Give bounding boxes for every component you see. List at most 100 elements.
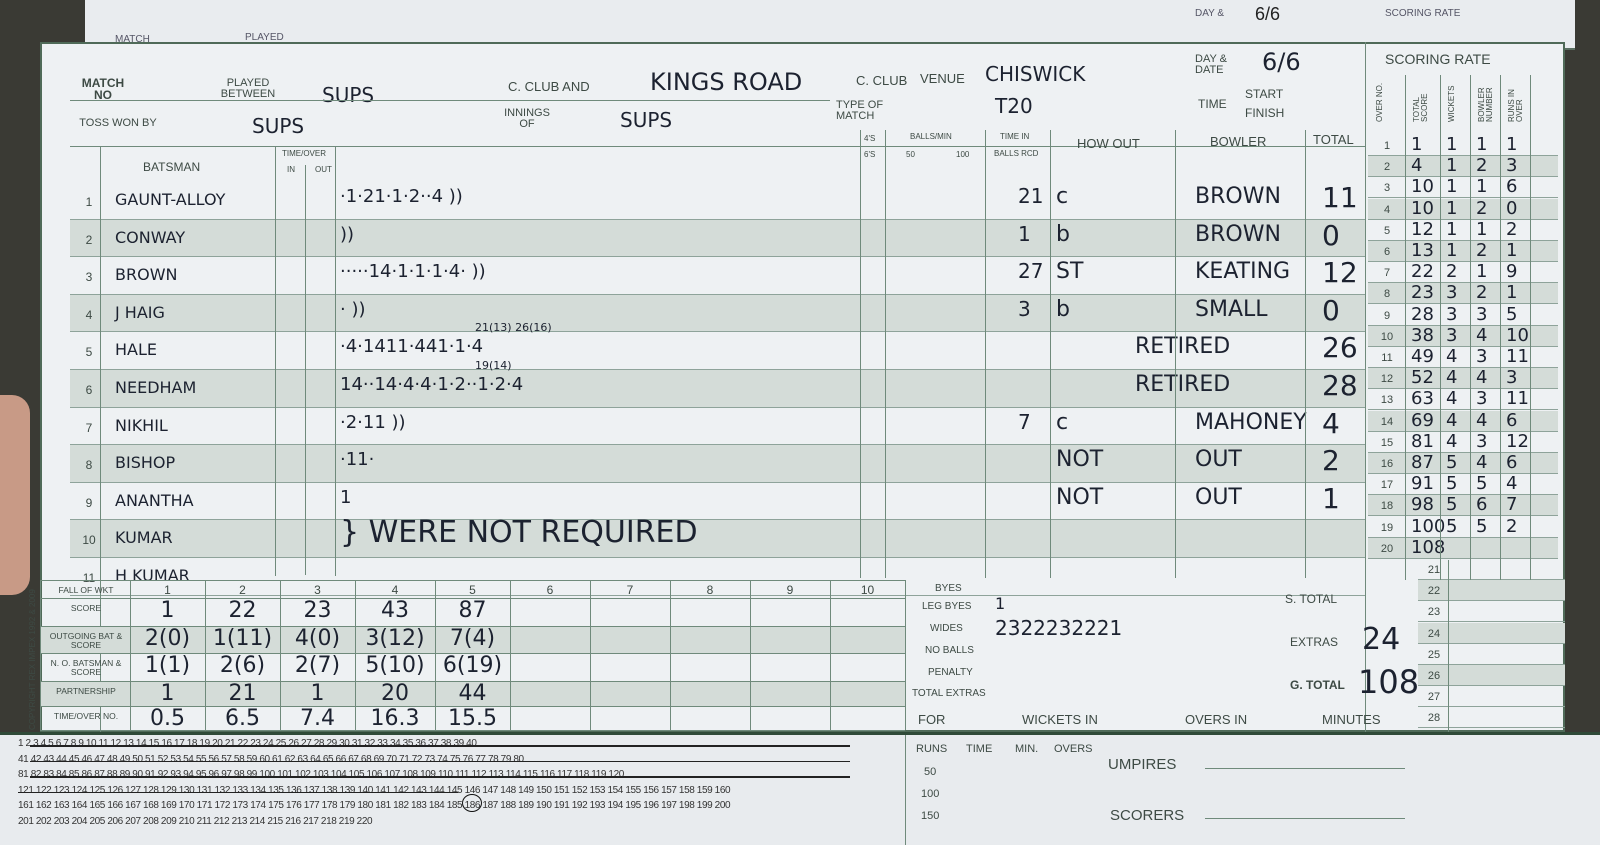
sixes-header: 6's (864, 150, 876, 159)
over-value: 1 (1446, 240, 1458, 261)
over-value: 3 (1446, 303, 1458, 325)
over-value: 23 (1411, 282, 1434, 304)
time-label: TIME (1198, 97, 1227, 111)
over-value: 87 (1411, 452, 1434, 473)
over-value: 1 (1506, 282, 1518, 304)
back-scoring-rate: SCORING RATE (1385, 8, 1461, 19)
runs-scored: } WERE NOT REQUIRED (340, 515, 698, 551)
type-of-match: T20 (995, 94, 1033, 118)
over-row (1418, 559, 1565, 580)
over-value: 3 (1476, 430, 1488, 452)
over-number: 1 (1383, 140, 1391, 152)
fifty-header: 50 (906, 150, 915, 159)
over-value: 4 (1476, 409, 1488, 431)
batsman-number: 1 (85, 195, 93, 209)
over-value: 4 (1446, 346, 1458, 367)
batsman-number: 8 (85, 458, 93, 473)
over-number: 7 (1383, 267, 1391, 280)
over-value: 1 (1506, 134, 1518, 155)
crossed-out-runs (18, 791, 458, 793)
fow-outgoing: 7(4) (449, 626, 496, 651)
how-out: NOT (1056, 484, 1104, 510)
over-number: 25 (1427, 648, 1441, 661)
over-value: 2 (1476, 197, 1488, 219)
batsman-row (70, 483, 1365, 521)
bowler-name: SMALL (1195, 296, 1268, 322)
umpires-label: UMPIRES (1108, 756, 1177, 773)
fow-rule (40, 598, 905, 599)
over-row (1368, 283, 1558, 305)
over-value: 5 (1476, 515, 1488, 537)
fow-divider (435, 580, 436, 730)
over-number: 20 (1380, 542, 1394, 555)
over-number: 6 (1383, 246, 1391, 258)
batsman-header: BATSMAN (143, 160, 201, 174)
batsman-total: 11 (1322, 181, 1358, 214)
fow-divider (40, 580, 41, 730)
over-value: 6 (1506, 176, 1518, 198)
fow-divider (590, 580, 591, 730)
fow-rule (40, 681, 905, 682)
milestone-100: 100 (921, 788, 940, 800)
wicket-number: 6 (546, 583, 554, 597)
venue-label: VENUE (920, 71, 965, 86)
over-row (1368, 474, 1558, 496)
fow-outgoing: 3(12) (365, 626, 425, 651)
over-value: 1 (1411, 134, 1423, 155)
no-balls-label: NO BALLS (925, 645, 974, 656)
running-score-note: 19(14) (475, 359, 512, 372)
fow-band (40, 681, 905, 706)
over-number: 16 (1380, 458, 1394, 470)
fow-label: PARTNERSHIP (56, 686, 116, 696)
played-between-label: PLAYED BETWEEN (220, 77, 276, 100)
batsman-number: 3 (85, 270, 93, 285)
crossed-out-runs (30, 745, 850, 747)
run-tally-row: 201 202 203 204 205 206 207 208 209 210 … (18, 815, 373, 827)
extras-total: 24 (1362, 622, 1401, 657)
over-number: 26 (1427, 670, 1441, 682)
batsman-row (70, 445, 1365, 483)
fow-score: 23 (303, 598, 332, 623)
over-value: 5 (1446, 473, 1458, 495)
runs-scored: ·1·21·1·2··4 )) (340, 186, 463, 207)
over-value: 3 (1506, 367, 1518, 389)
over-number: 18 (1380, 500, 1394, 513)
over-row (1368, 495, 1558, 517)
run-tally-row: 121 122 123 124 125 126 127 128 129 130 … (18, 784, 731, 796)
hundred-header: 100 (956, 150, 970, 159)
type-of-match-label: TYPE OF MATCH (836, 99, 884, 122)
batsman-row (70, 408, 1365, 446)
over-value: 49 (1411, 346, 1434, 367)
bowler-name: MAHONEY (1195, 409, 1307, 435)
over-value: 2 (1506, 218, 1518, 240)
over-number: 15 (1380, 436, 1394, 449)
over-value: 4 (1446, 409, 1458, 431)
wickets-in-label: WICKETS IN (1022, 712, 1098, 727)
over-number: 13 (1380, 394, 1394, 407)
over-value: 4 (1476, 367, 1488, 389)
over-number: 24 (1427, 627, 1441, 640)
fow-outgoing: 1(11) (212, 626, 273, 651)
column-divider (335, 146, 336, 576)
over-number: 23 (1427, 606, 1441, 619)
over-value: 1 (1446, 176, 1458, 198)
over-value: 22 (1411, 261, 1434, 283)
fow-score: 22 (228, 598, 257, 623)
over-value: 1 (1506, 240, 1518, 261)
header-rule (70, 100, 830, 101)
batsman-row (70, 520, 1365, 558)
wicket-number: 9 (786, 583, 794, 597)
over-value: 3 (1476, 346, 1488, 367)
over-number: 10 (1380, 330, 1394, 343)
over-row (1368, 432, 1558, 453)
batsman-row (70, 370, 1365, 408)
over-number: 4 (1383, 203, 1391, 216)
balls-rcd-header: BALLS RCD (994, 149, 1039, 158)
fow-rule (40, 653, 905, 654)
column-divider (885, 130, 886, 578)
batsman-number: 7 (85, 420, 93, 435)
fow-partnership: 1 (160, 681, 175, 706)
header-rule (70, 146, 1365, 147)
over-number: 27 (1427, 691, 1441, 704)
fow-divider (355, 580, 356, 730)
